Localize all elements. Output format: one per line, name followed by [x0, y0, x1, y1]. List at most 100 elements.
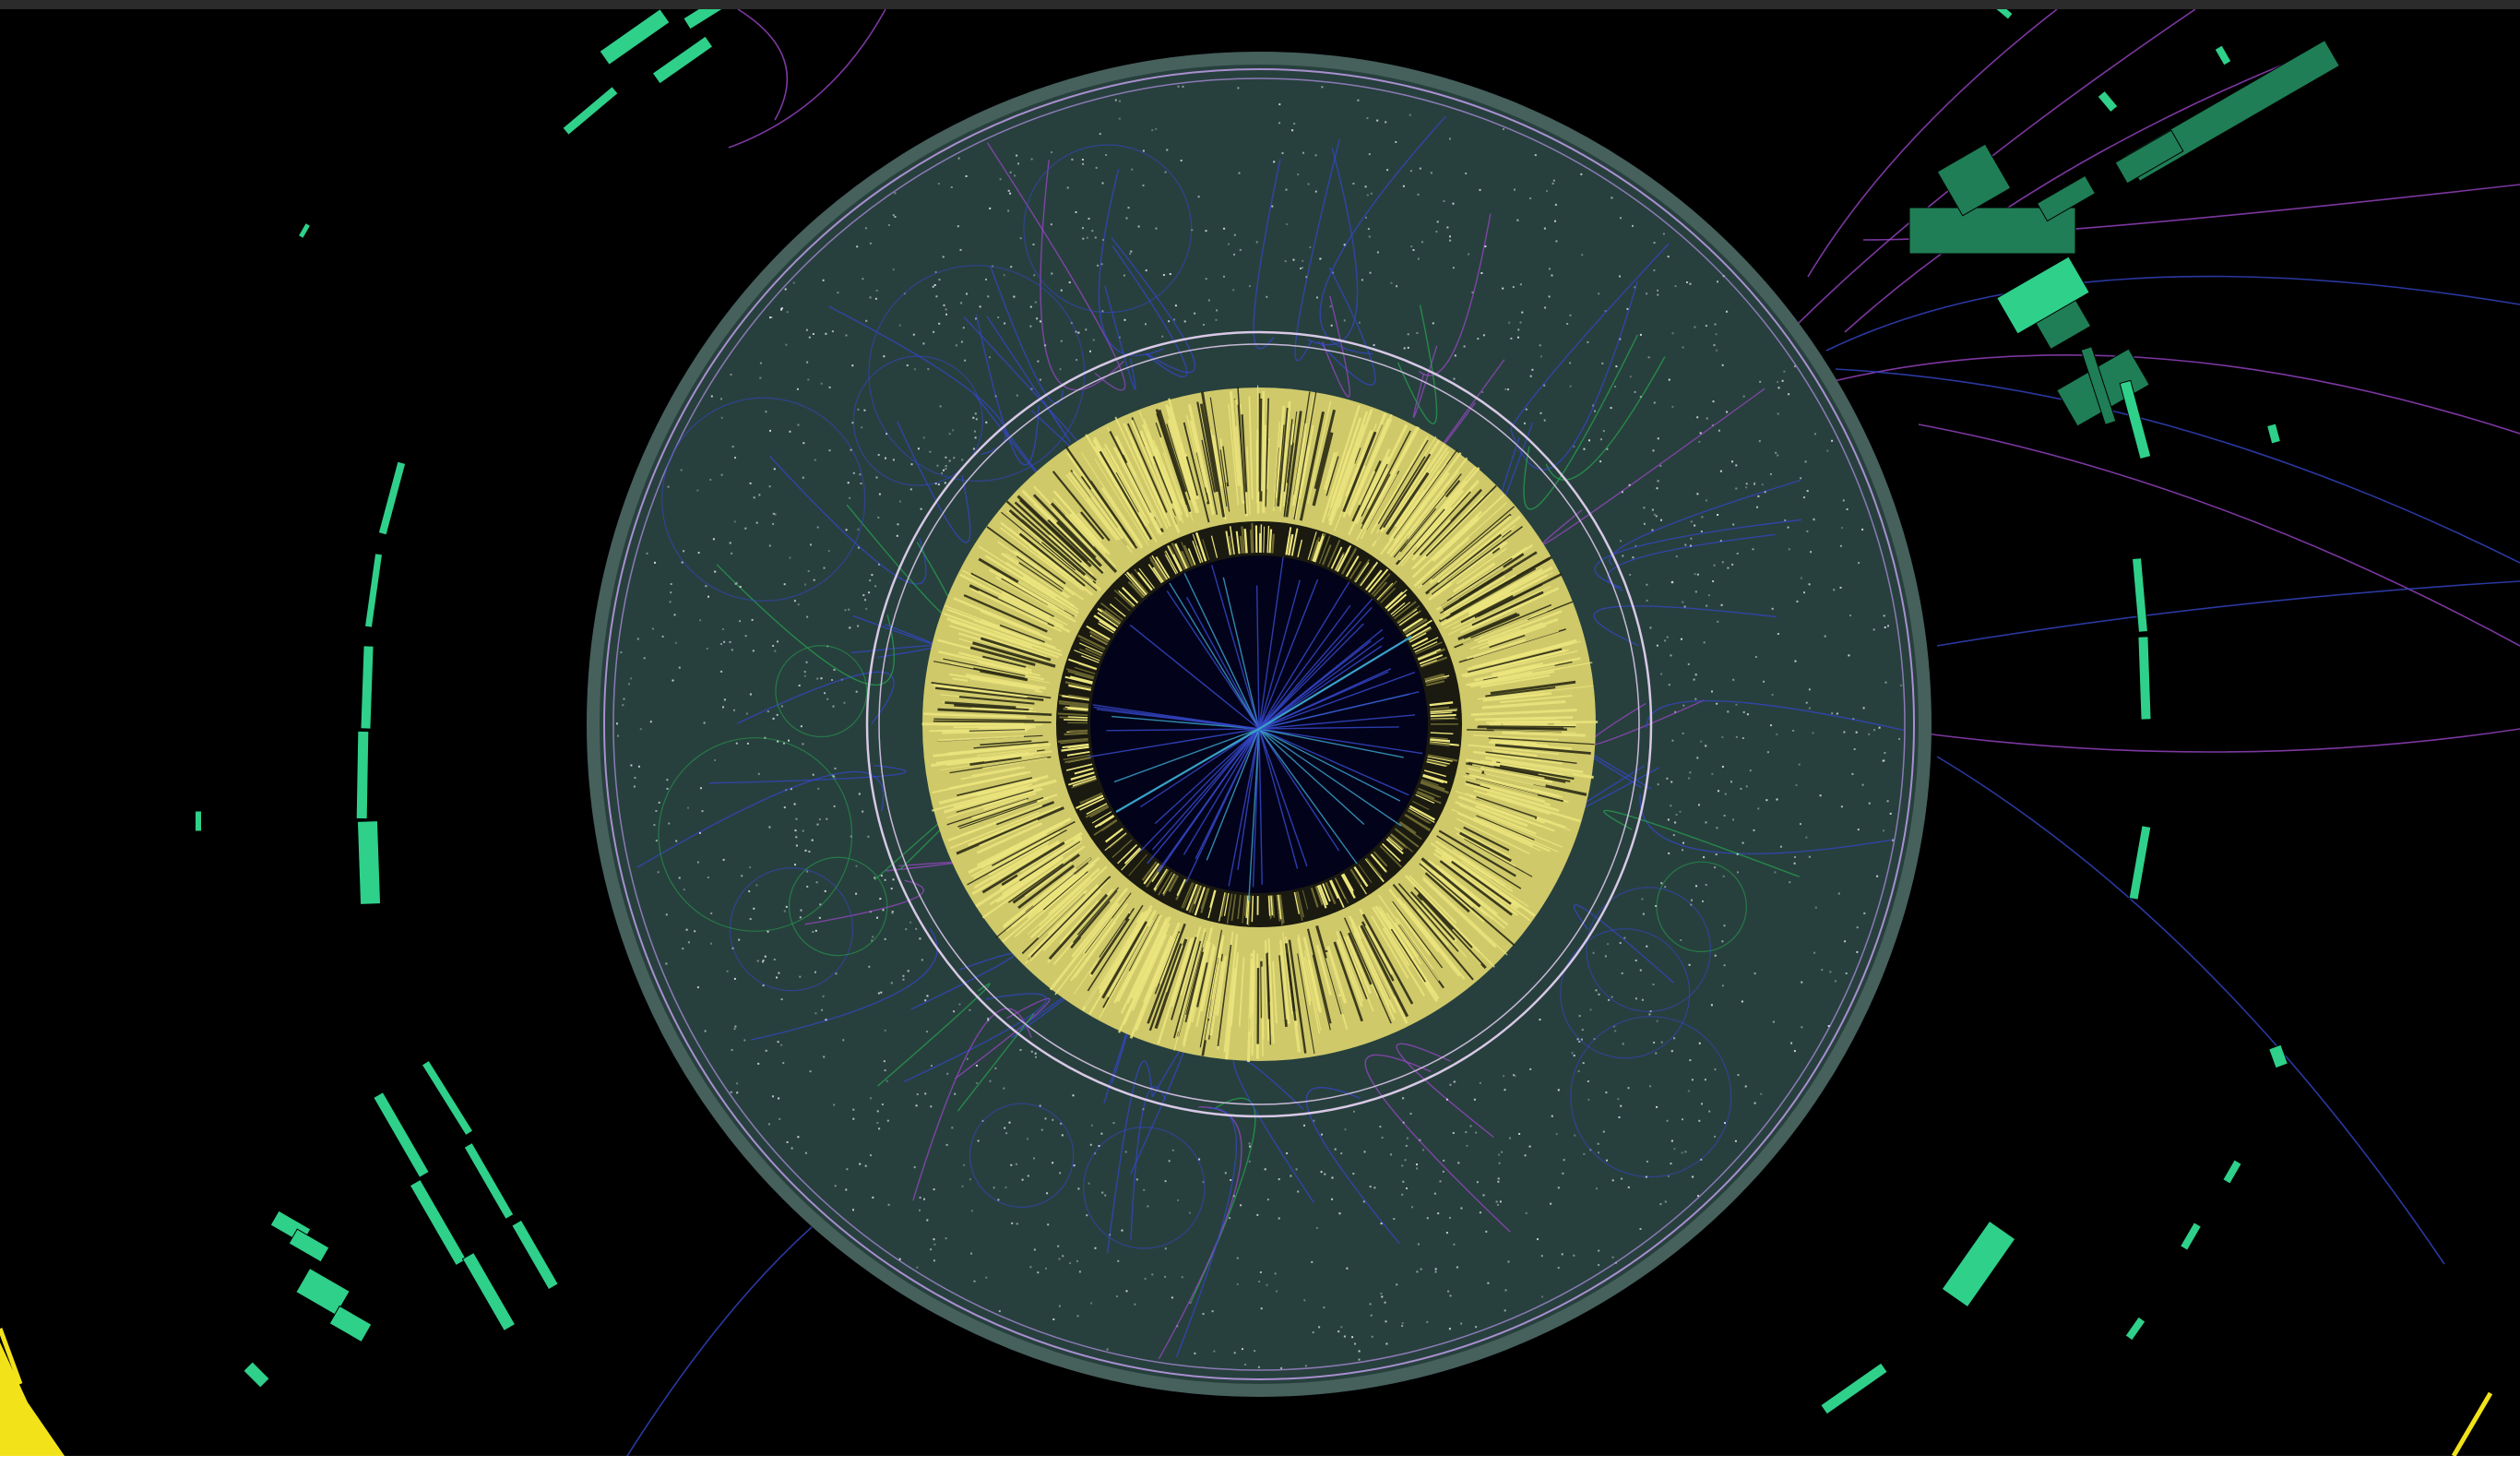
hit-point	[944, 482, 946, 484]
calorimeter-strand	[1361, 921, 1395, 982]
calorimeter-inner-strand	[1416, 790, 1435, 800]
calorimeter-strand	[1463, 826, 1510, 852]
calorimeter-inner-strand	[1130, 582, 1145, 598]
hit-point	[1062, 1255, 1064, 1258]
collision-event-display	[0, 9, 2520, 1456]
hit-point	[936, 464, 939, 467]
hit-point	[1449, 1216, 1451, 1219]
hit-point	[1498, 1153, 1501, 1156]
outer-track	[626, 1226, 813, 1456]
hit-point	[794, 829, 797, 832]
calorimeter-strand	[953, 785, 1028, 808]
calorimeter-inner-strand	[1230, 894, 1237, 922]
hit-point	[770, 316, 773, 318]
calorimeter-strand	[1397, 883, 1459, 952]
detector-hits	[616, 85, 1903, 1369]
calorimeter-strand	[949, 784, 1028, 806]
hit-point	[897, 523, 899, 526]
core-track	[1206, 728, 1260, 861]
hit-point	[777, 740, 779, 743]
hit-point	[1340, 1152, 1343, 1155]
calorimeter-strand	[1126, 423, 1168, 513]
hit-point	[1842, 499, 1845, 502]
calorimeter-strand	[1259, 399, 1264, 502]
hit-point	[852, 1108, 855, 1111]
calorimeter-strand	[1087, 904, 1144, 992]
calorimeter-strand	[1219, 449, 1230, 512]
calorimeter-strand	[1016, 834, 1081, 877]
hit-point	[1034, 1052, 1037, 1055]
hit-point	[1688, 963, 1691, 966]
hit-point	[886, 433, 888, 435]
hit-point	[1798, 763, 1801, 766]
calorimeter-strand	[1101, 921, 1148, 999]
hit-point	[934, 483, 937, 485]
hit-point	[1011, 1222, 1014, 1224]
muon-chamber	[2114, 129, 2184, 185]
hit-point	[1707, 594, 1710, 597]
calorimeter-inner-strand	[1141, 861, 1158, 881]
hit-point	[818, 916, 821, 919]
calorimeter-strand	[1439, 574, 1517, 621]
muon-chamber	[599, 9, 671, 66]
hit-point	[976, 1065, 978, 1067]
calorimeter-inner-strand	[1416, 792, 1442, 805]
calorimeter-inner-strand	[1407, 809, 1430, 824]
calorimeter-strand	[1398, 492, 1458, 561]
hit-point	[1892, 839, 1894, 841]
hit-point	[832, 774, 835, 777]
hit-point	[1621, 491, 1623, 494]
hit-point	[864, 227, 867, 230]
calorimeter-strand	[1212, 435, 1223, 487]
hit-point	[870, 1097, 873, 1100]
hit-point	[1469, 1125, 1472, 1127]
hit-point	[1164, 171, 1167, 173]
hit-point	[1900, 684, 1903, 686]
calorimeter-strand	[985, 662, 1040, 676]
hit-point	[1396, 1283, 1398, 1286]
hit-point	[1753, 482, 1756, 484]
calorimeter-inner-strand	[1425, 677, 1448, 684]
core-track	[1183, 728, 1260, 855]
calorimeter-strand	[1207, 960, 1222, 1035]
hit-point	[1264, 1168, 1266, 1171]
hit-point	[1013, 295, 1016, 298]
calorimeter-strand	[1452, 562, 1496, 593]
looping-track	[775, 645, 868, 738]
hit-point	[1390, 1153, 1392, 1156]
hit-point	[736, 581, 738, 584]
hit-point	[1722, 275, 1725, 278]
calorimeter-inner-strand	[1379, 587, 1397, 604]
hit-point	[1407, 346, 1409, 349]
calorimeter-strand	[1431, 525, 1524, 595]
calorimeter-strand	[958, 696, 1035, 705]
muon-chamber	[328, 1305, 373, 1343]
hit-point	[1164, 1275, 1167, 1278]
calorimeter-strand	[931, 682, 1052, 699]
hit-point	[850, 448, 852, 451]
hit-point	[1713, 344, 1716, 347]
hit-point	[1137, 225, 1140, 228]
hit-point	[710, 395, 713, 398]
hit-point	[1060, 1122, 1063, 1125]
hit-point	[878, 493, 881, 495]
calorimeter-strand	[945, 788, 1044, 819]
hit-point	[1088, 218, 1090, 220]
hit-point	[992, 265, 993, 268]
calorimeter-strand	[1458, 831, 1512, 863]
hit-point	[1173, 318, 1176, 321]
calorimeter-strand	[1120, 917, 1169, 1014]
hit-point	[765, 1049, 767, 1052]
hit-point	[1639, 333, 1642, 336]
muon-chamber	[363, 553, 384, 628]
calorimeter-strand	[1217, 944, 1232, 1047]
hit-point	[1123, 274, 1125, 277]
calorimeter-inner-strand	[1063, 754, 1091, 761]
calorimeter-inner-strand	[1330, 546, 1343, 569]
calorimeter-strand	[1027, 883, 1085, 936]
hit-point	[1717, 514, 1719, 516]
calorimeter-strand	[938, 774, 1049, 805]
hit-point	[1381, 1137, 1384, 1139]
hit-point	[881, 1103, 884, 1105]
hit-point	[783, 910, 786, 912]
